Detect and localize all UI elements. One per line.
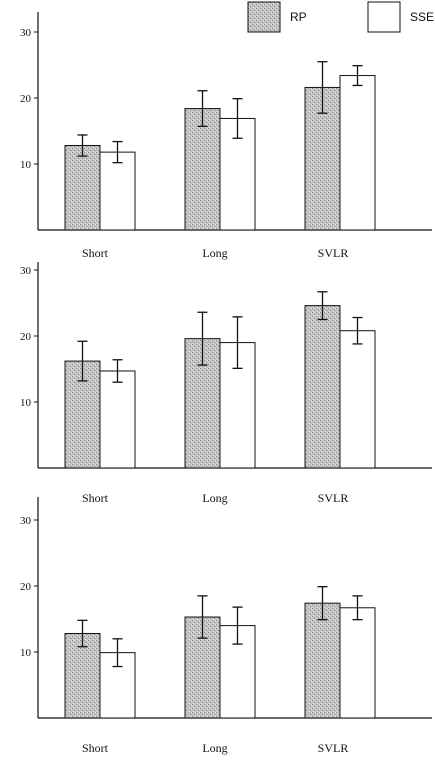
category-label-svlr: SVLR [318, 246, 349, 260]
category-label-short: Short [82, 741, 109, 755]
category-label-long: Long [202, 246, 227, 260]
bar-rp-long [184, 108, 221, 231]
y-tick-label: 30 [20, 27, 32, 39]
y-tick-label: 10 [20, 159, 32, 171]
legend-label-rp: RP [290, 10, 307, 24]
bar-sse-svlr [339, 75, 376, 231]
bar-sse-svlr [339, 607, 376, 719]
y-tick-label: 20 [20, 331, 32, 343]
bar-rp-svlr [304, 305, 341, 469]
bar-rp-svlr [304, 602, 341, 719]
panel-2: 10 20 30 Short Long SVLR [20, 262, 432, 505]
legend: RP SSE [247, 1, 434, 33]
y-tick-label: 30 [20, 515, 32, 527]
y-tick-label: 20 [20, 93, 32, 105]
legend-label-sse: SSE [410, 10, 434, 24]
y-tick-label: 30 [20, 265, 32, 277]
panel-3: 10 20 30 Short Long SVLR [20, 497, 432, 755]
y-tick-label: 20 [20, 581, 32, 593]
category-label-long: Long [202, 491, 227, 505]
category-label-svlr: SVLR [318, 741, 349, 755]
bar-rp-short [64, 633, 101, 719]
category-label-svlr: SVLR [318, 491, 349, 505]
bar-sse-short [99, 370, 136, 469]
bar-sse-svlr [339, 330, 376, 469]
legend-swatch-rp [247, 1, 281, 33]
panel-1: 10 20 30 Short Long SVLR [20, 12, 432, 260]
bar-rp-long [184, 616, 221, 719]
bar-sse-short [99, 151, 136, 231]
bar-rp-short [64, 145, 101, 231]
category-label-short: Short [82, 491, 109, 505]
category-label-short: Short [82, 246, 109, 260]
y-tick-label: 10 [20, 397, 32, 409]
legend-swatch-sse [367, 1, 401, 33]
y-tick-label: 10 [20, 647, 32, 659]
category-label-long: Long [202, 741, 227, 755]
